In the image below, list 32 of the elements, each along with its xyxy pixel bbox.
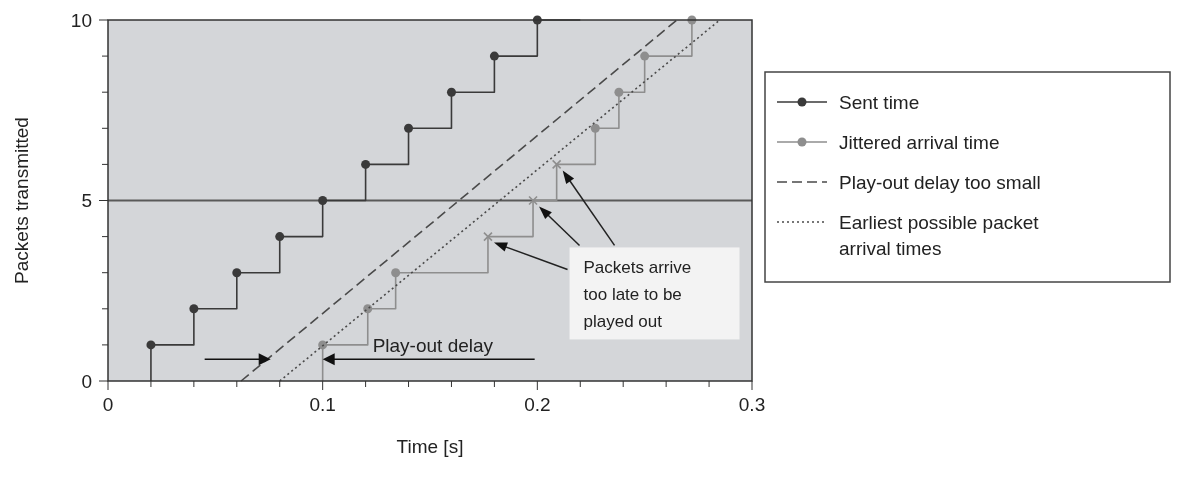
point	[489, 51, 499, 61]
legend-label: Jittered arrival time	[839, 131, 1000, 153]
y-tick-label: 5	[81, 190, 92, 212]
point	[483, 231, 493, 242]
y-tick-label: 0	[81, 370, 92, 392]
point	[391, 268, 401, 278]
point	[551, 159, 562, 170]
x-tick-label: 0.2	[524, 394, 551, 415]
legend-label: Earliest possible packet arrival times	[839, 211, 1040, 259]
annotation: Play-out delay	[372, 335, 494, 357]
y-axis-title: Packets transmitted	[11, 117, 32, 284]
point	[189, 304, 199, 314]
point	[146, 340, 156, 350]
point	[232, 268, 242, 278]
y-tick-label: 10	[70, 9, 92, 31]
point	[361, 159, 371, 169]
point	[590, 123, 600, 133]
point	[614, 87, 624, 97]
point	[318, 196, 328, 205]
annotation: Packets arrive too late to be played out	[583, 258, 692, 332]
point	[640, 51, 650, 61]
x-axis-title: Time [s]	[396, 436, 464, 457]
legend-label: Play-out delay too small	[839, 171, 1041, 193]
legend-label: Sent time	[839, 91, 920, 113]
point	[446, 87, 456, 97]
point	[528, 195, 538, 206]
point	[275, 232, 285, 242]
point	[404, 123, 414, 133]
x-tick-label: 0.3	[738, 394, 766, 415]
x-tick-label: 0	[102, 394, 114, 415]
point	[318, 340, 328, 350]
x-tick-label: 0.1	[309, 394, 336, 415]
